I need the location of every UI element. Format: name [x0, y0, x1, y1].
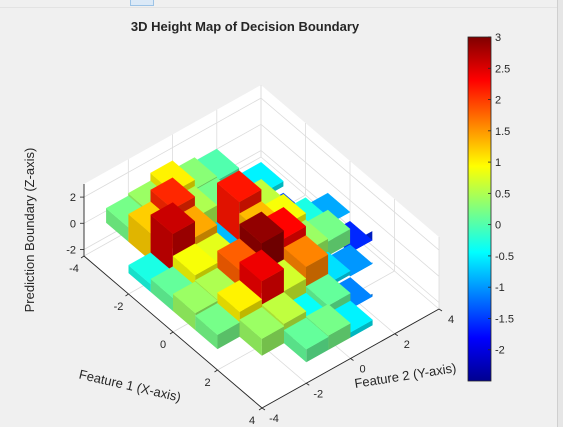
y-tick-label: 2 — [404, 339, 410, 351]
colorbar-tick-label: -0.5 — [495, 251, 514, 263]
z-tick-label: 2 — [70, 192, 76, 204]
surface-cell — [239, 307, 285, 356]
colorbar-ticks: -2 -1.5 -1 -0.5 0 0.5 1 1.5 2 2.5 3 — [488, 32, 514, 357]
colorbar-tick-label: -1 — [495, 282, 505, 294]
window-right-edge — [557, 0, 563, 427]
colorbar-tick-label: 0.5 — [495, 188, 510, 200]
colorbar-tick-label: 1.5 — [495, 126, 510, 138]
z-tick-label: 0 — [70, 218, 76, 230]
window-toolbar-strip — [0, 0, 563, 8]
colorbar-gradient — [468, 37, 491, 381]
x-tick-label: -4 — [69, 263, 79, 275]
chart-title: 3D Height Map of Decision Boundary — [131, 19, 360, 34]
colorbar-tick-label: 0 — [495, 220, 501, 232]
axes-tick-labels: -4 -2 0 2 4 -4 -2 0 2 4 -2 0 2 — [66, 192, 454, 427]
colorbar-tick-label: 2 — [495, 95, 501, 107]
colorbar[interactable]: -2 -1.5 -1 -0.5 0 0.5 1 1.5 2 2.5 3 — [467, 32, 514, 382]
x-tick-label: 2 — [204, 377, 210, 389]
colorbar-tick-label: -1.5 — [495, 313, 514, 325]
colorbar-border — [467, 36, 492, 382]
colorbar-tick-label: 3 — [495, 32, 501, 44]
y-tick-label: -4 — [269, 413, 279, 425]
surface-cell — [194, 303, 240, 350]
toolbar-tab-marker[interactable] — [130, 0, 154, 6]
surface-cell — [283, 317, 329, 363]
y-tick-label: 4 — [448, 314, 454, 326]
x-tick-label: -2 — [114, 301, 124, 313]
x-tick-label: 0 — [160, 339, 166, 351]
y-tick-label: 0 — [359, 364, 365, 376]
surface-plot — [105, 148, 373, 363]
z-tick-label: -2 — [66, 244, 76, 256]
x-tick-label: 4 — [249, 415, 255, 427]
x-axis-label: Feature 1 (X-axis) — [78, 367, 183, 405]
colorbar-tick-label: -2 — [495, 345, 505, 357]
z-axis-label: Prediction Boundary (Z-axis) — [22, 148, 37, 313]
colorbar-tick-label: 2.5 — [495, 63, 510, 75]
colorbar-tick-label: 1 — [495, 157, 501, 169]
y-axis-label: Feature 2 (Y-axis) — [353, 360, 457, 391]
y-tick-label: -2 — [313, 388, 323, 400]
